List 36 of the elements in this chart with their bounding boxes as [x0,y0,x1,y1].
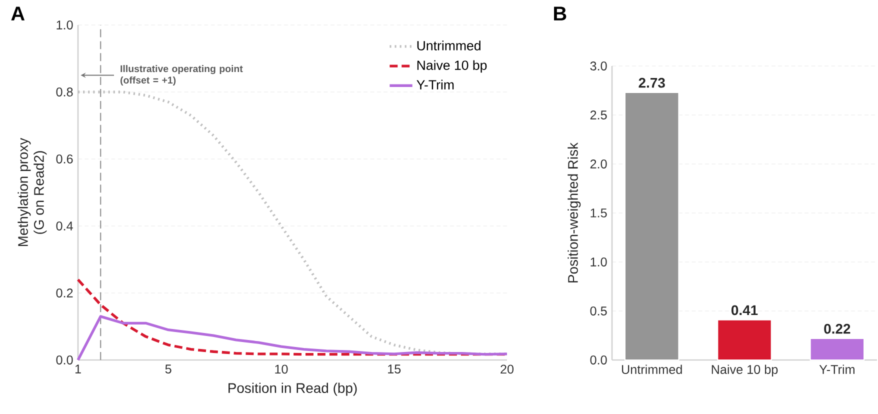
y-tick-label: 2.0 [590,160,607,168]
y-tick-label: 0.0 [56,356,73,364]
annotation: Illustrative operating point (offset = +1) [120,65,243,86]
x-tick-label: 1 [75,364,81,374]
bar [810,338,865,361]
x-tick-label: 15 [388,364,401,374]
y-axis-title: Methylation proxy (G on Read2) [18,138,47,246]
chart-title: A [11,6,25,20]
data-label: 0.41 [731,305,758,316]
y-tick-label: 2.5 [590,110,607,120]
x-tick-label: 5 [165,364,172,374]
legend-label: Y-Trim [416,80,454,90]
chart-title: B [554,6,566,20]
legend-label: Naive 10 bp [417,60,487,73]
y-tick-label: 1.5 [590,208,607,218]
x-tick-label: Untrimmed [622,364,682,374]
x-tick-label: Naive 10 bp [712,364,778,376]
x-axis-title: Position in Read (bp) [228,382,357,396]
data-label: 2.73 [638,78,665,88]
y-axis-title: Position-weighted Risk [568,142,581,282]
y-tick-label: 1.0 [56,20,73,30]
y-tick-label: 1.0 [590,258,607,266]
data-label: 0.22 [824,324,850,334]
y-tick-label: 0.6 [56,154,73,164]
x-tick-label: Y-Trim [819,364,854,374]
y-tick-label: 0.4 [56,222,73,230]
bar [624,92,680,361]
y-tick-label: 0.2 [56,288,73,298]
y-tick-label: 0.0 [590,356,607,364]
x-tick-label: 10 [275,364,288,374]
y-tick-label: 3.0 [590,62,607,70]
y-tick-label: 0.8 [56,88,73,96]
x-tick-label: 20 [500,364,514,374]
bar [717,319,772,361]
legend-label: Untrimmed [417,40,480,50]
y-tick-label: 0.5 [590,306,607,316]
